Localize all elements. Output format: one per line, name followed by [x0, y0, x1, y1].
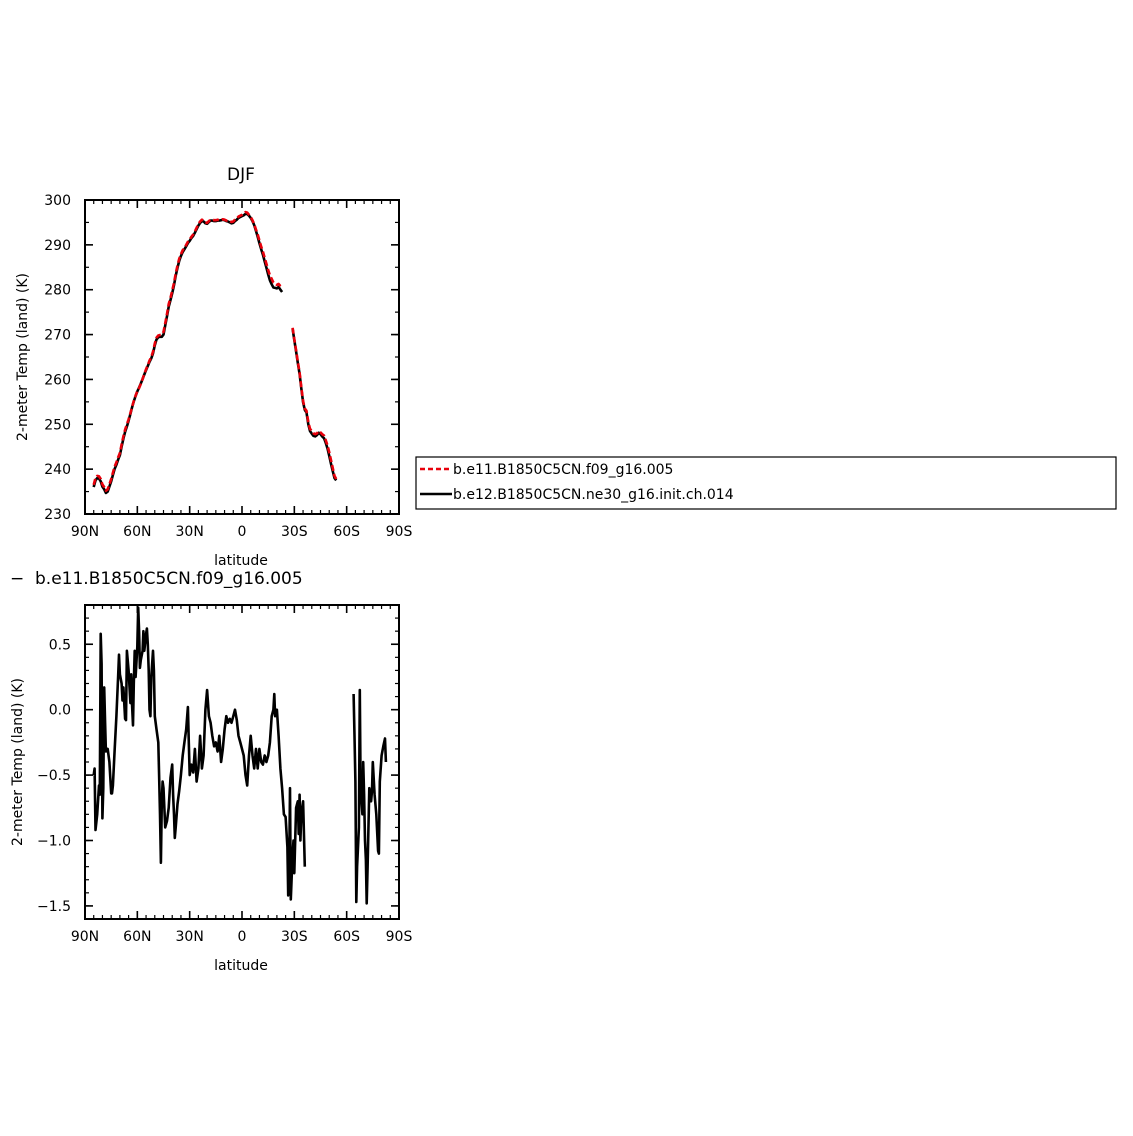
- bottom-y-tick-label: 0.5: [49, 637, 71, 653]
- legend-label-series-1: b.e11.B1850C5CN.f09_g16.005: [453, 462, 673, 478]
- top-series-group: [92, 210, 338, 495]
- bottom-tick-labels: 90N 60N 30N 0 30S 60S 90S −1.5 −1.0 −0.5 0.0 0.5: [37, 637, 412, 945]
- bottom-x-tick-label: 30N: [176, 929, 204, 945]
- bottom-x-tick-label: 30S: [281, 929, 308, 945]
- top-panel: DJF 90N 60N 30N 0 30S 60S 90S 230 240 250 260 270 28…: [15, 165, 412, 569]
- bottom-y-axis-label: 2-meter Temp (land) (K): [10, 678, 26, 846]
- bottom-x-tick-label: 60S: [333, 929, 360, 945]
- top-series-1-line-segment-1: [92, 210, 283, 492]
- top-x-tick-label: 90S: [386, 524, 413, 540]
- top-x-tick-label: 30N: [176, 524, 204, 540]
- top-x-tick-label: 90N: [71, 524, 99, 540]
- legend: b.e11.B1850C5CN.f09_g16.005 b.e12.B1850C…: [415, 456, 1117, 510]
- top-x-tick-label: 0: [238, 524, 247, 540]
- top-y-tick-label: 270: [44, 328, 71, 344]
- bottom-y-tick-label: −1.5: [37, 899, 71, 915]
- legend-label-series-2: b.e12.B1850C5CN.ne30_g16.init.ch.014: [453, 487, 734, 503]
- top-y-tick-label: 260: [44, 372, 71, 388]
- legend-box: [415, 456, 1117, 510]
- bottom-x-tick-label: 60N: [123, 929, 151, 945]
- top-tick-labels: 90N 60N 30N 0 30S 60S 90S 230 240 250 260 270 280 290…: [44, 193, 412, 540]
- top-plot-frame: [84, 199, 400, 515]
- top-x-axis-label: latitude: [214, 553, 268, 569]
- top-axis-ticks: [84, 199, 400, 515]
- top-series-1-line-segment-2: [291, 327, 338, 480]
- bottom-x-tick-label: 0: [238, 929, 247, 945]
- bottom-series-1-line-segment-1: [92, 606, 307, 901]
- bottom-panel: − b.e11.B1850C5CN.f09_g16.005 90N 60N 30N 0…: [10, 569, 412, 974]
- top-y-tick-label: 250: [44, 417, 71, 433]
- bottom-y-tick-label: 0.0: [49, 703, 71, 719]
- bottom-y-tick-label: −0.5: [37, 768, 71, 784]
- top-y-tick-label: 280: [44, 283, 71, 299]
- top-y-tick-label: 290: [44, 238, 71, 254]
- top-x-tick-label: 30S: [281, 524, 308, 540]
- top-y-tick-label: 240: [44, 462, 71, 478]
- top-y-axis-label: 2-meter Temp (land) (K): [15, 273, 31, 441]
- top-chart-title: DJF: [227, 165, 255, 185]
- top-y-tick-label: 230: [44, 507, 71, 523]
- bottom-x-tick-label: 90N: [71, 929, 99, 945]
- bottom-series-group: [92, 606, 388, 905]
- top-y-tick-label: 300: [44, 193, 71, 209]
- bottom-chart-title-prefix: −: [10, 569, 24, 589]
- bottom-x-tick-label: 90S: [386, 929, 413, 945]
- bottom-axis-ticks: [84, 604, 400, 920]
- top-x-tick-label: 60N: [123, 524, 151, 540]
- bottom-x-axis-label: latitude: [214, 958, 268, 974]
- top-series-2-line-segment-1: [92, 212, 284, 495]
- bottom-y-tick-label: −1.0: [37, 834, 71, 850]
- bottom-series-1-line-segment-2: [352, 688, 388, 905]
- bottom-chart-title: b.e11.B1850C5CN.f09_g16.005: [35, 569, 303, 589]
- top-x-tick-label: 60S: [333, 524, 360, 540]
- bottom-plot-frame: [84, 604, 400, 920]
